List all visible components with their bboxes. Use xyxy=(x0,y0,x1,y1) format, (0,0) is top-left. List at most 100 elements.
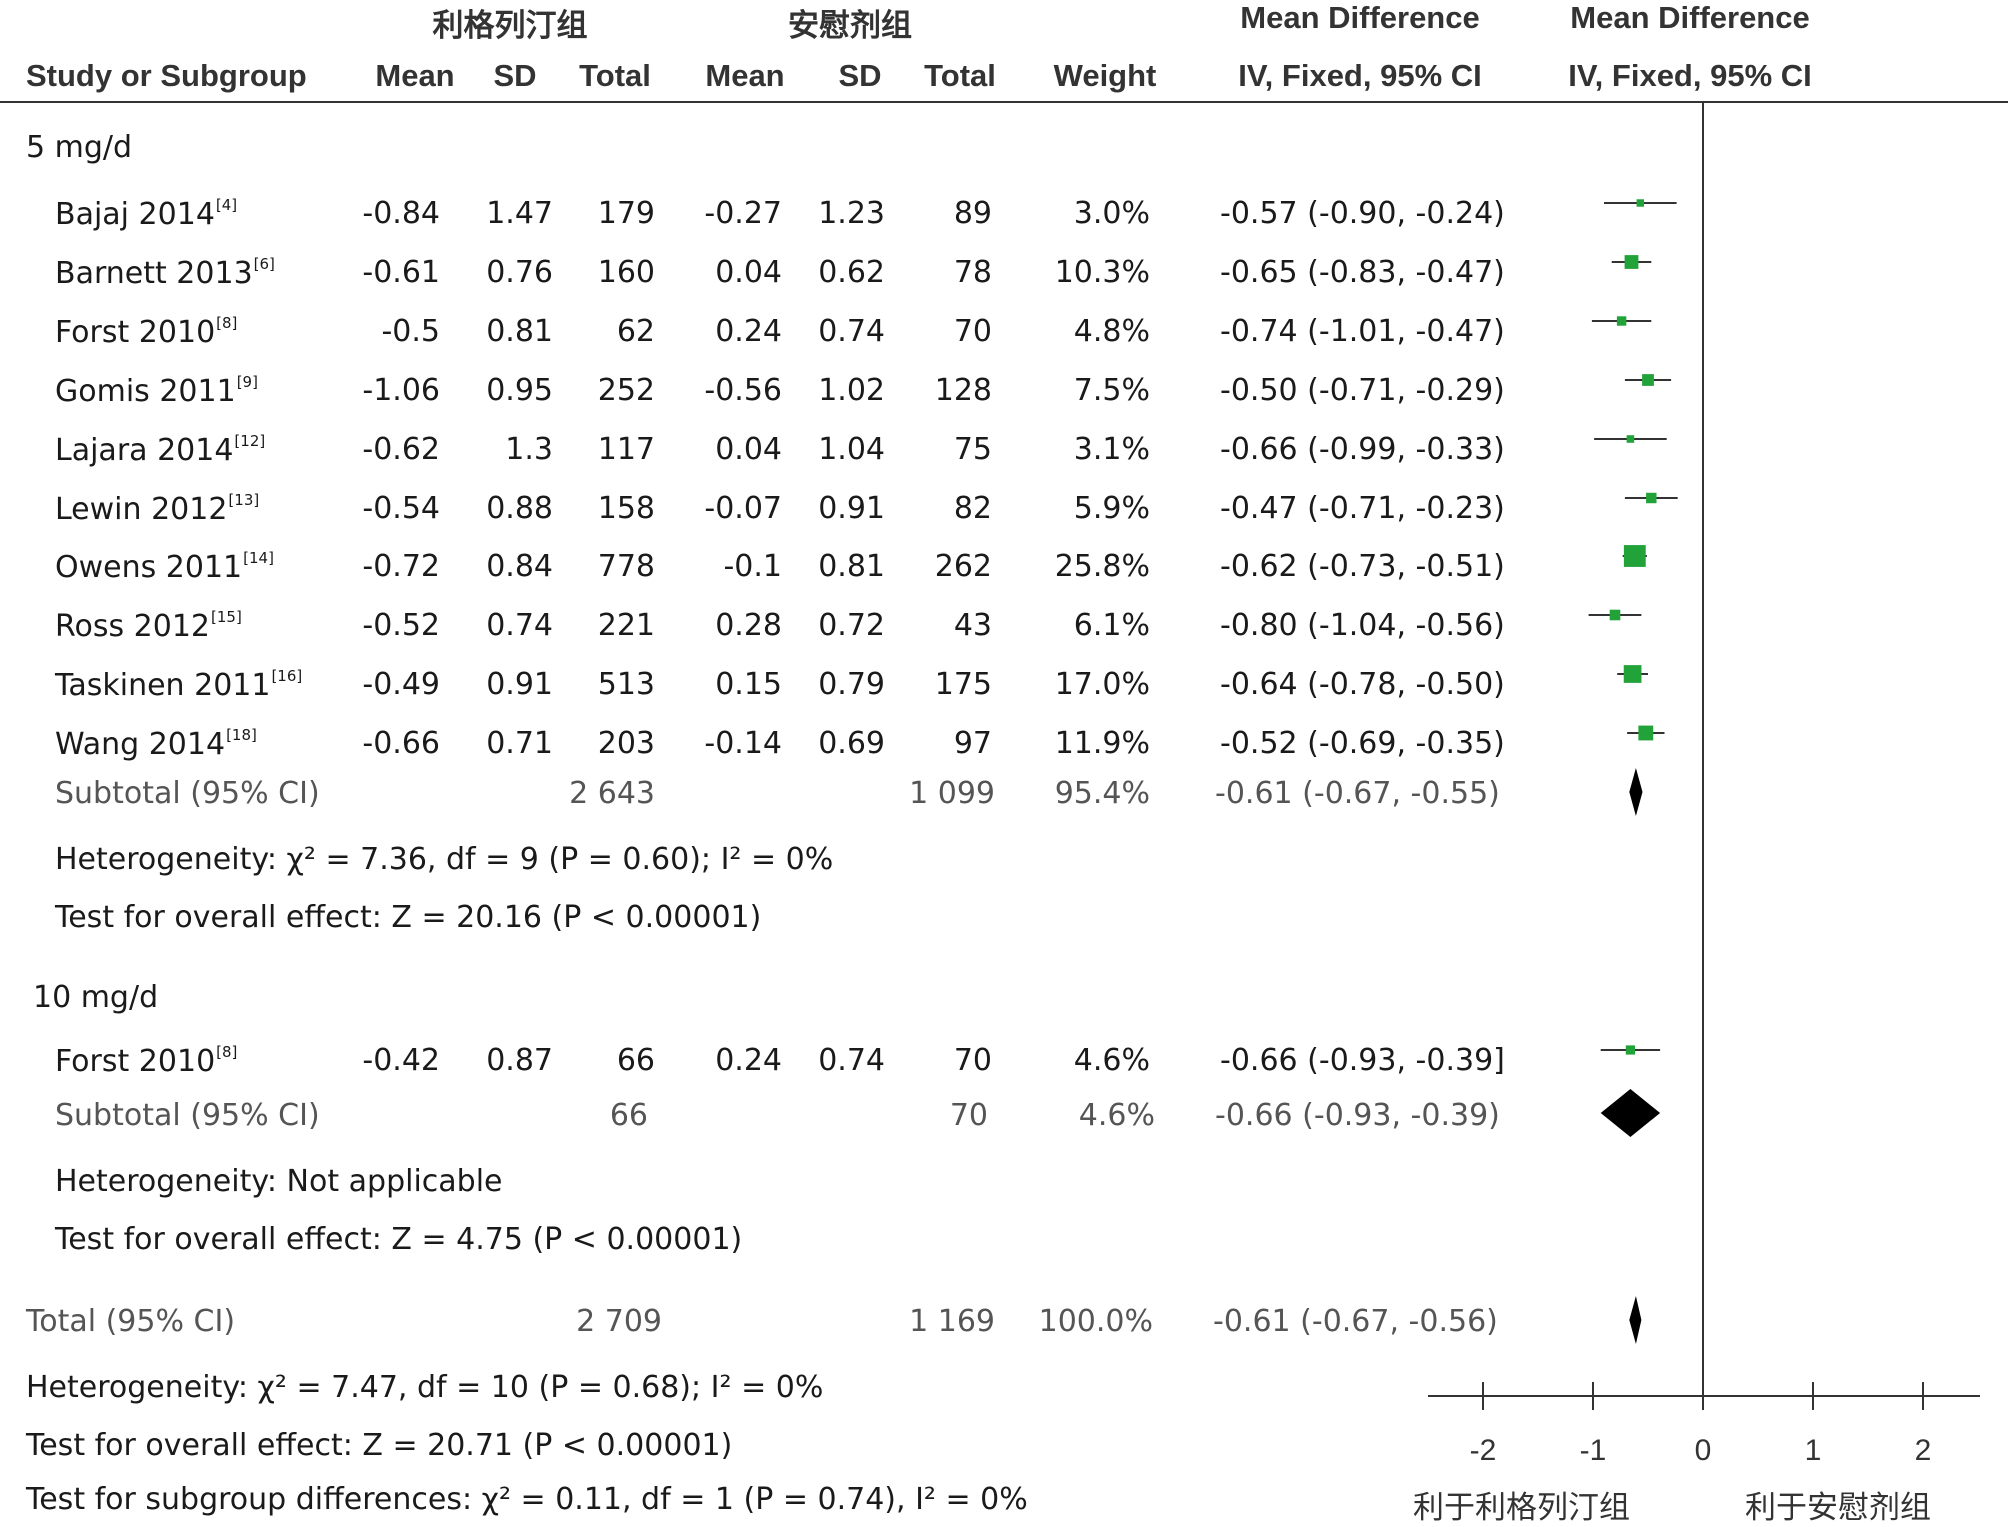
sd2-cell: 1.02 xyxy=(818,373,885,408)
study-label: Forst 2010 xyxy=(55,315,216,350)
study-marker xyxy=(1623,665,1642,683)
sd2-cell: 0.62 xyxy=(818,255,885,290)
study-label: Lajara 2014 xyxy=(55,433,234,468)
subtotal-weight: 4.6% xyxy=(1078,1098,1155,1133)
pooled-diamond xyxy=(1600,1089,1661,1137)
reference-superscript: [16] xyxy=(271,667,303,685)
sd2-cell: 0.74 xyxy=(818,1043,885,1078)
subtotal-n1: 2 643 xyxy=(569,776,655,811)
weight-cell: 25.8% xyxy=(1054,549,1150,584)
sd1-cell: 0.71 xyxy=(486,726,553,761)
ci-cell: -0.80 (-1.04, -0.56) xyxy=(1220,608,1505,643)
total1-cell: 252 xyxy=(597,373,655,408)
study-name: Gomis 2011[9] xyxy=(55,373,258,409)
pooled-diamond xyxy=(1629,1296,1642,1344)
md-header-title: Mean Difference xyxy=(1240,0,1480,35)
total-overall-effect-text: Test for overall effect: Z = 20.71 (P < … xyxy=(26,1428,733,1463)
subgroup-label: 5 mg/d xyxy=(26,130,133,165)
study-label: Forst 2010 xyxy=(55,1044,216,1079)
study-marker xyxy=(1638,725,1654,741)
mean1-cell: -0.52 xyxy=(362,608,440,643)
reference-superscript: [8] xyxy=(216,314,238,332)
mean2-cell: -0.1 xyxy=(723,549,782,584)
sd1-cell: 0.91 xyxy=(486,667,553,702)
reference-superscript: [18] xyxy=(226,726,257,744)
mean2-cell: 0.15 xyxy=(715,667,782,702)
total2-cell: 262 xyxy=(934,549,992,584)
x-tick-label: 2 xyxy=(1915,1434,1932,1467)
header-rule xyxy=(0,101,2008,103)
total-ci: -0.61 (-0.67, -0.56) xyxy=(1213,1304,1498,1339)
subtotal-n2: 70 xyxy=(949,1098,988,1133)
mean2-cell: -0.27 xyxy=(704,196,782,231)
sd2-cell: 0.74 xyxy=(818,314,885,349)
sd1-cell: 0.84 xyxy=(486,549,553,584)
sd2-cell: 0.91 xyxy=(818,491,885,526)
total1-header: Total xyxy=(579,58,651,93)
mean2-cell: 0.04 xyxy=(715,255,782,290)
weight-cell: 6.1% xyxy=(1073,608,1150,643)
sd1-cell: 1.47 xyxy=(486,196,553,231)
heterogeneity-text: Heterogeneity: Not applicable xyxy=(55,1164,503,1199)
study-name: Forst 2010[8] xyxy=(55,1043,237,1079)
total2-cell: 175 xyxy=(934,667,992,702)
x-tick-label: -1 xyxy=(1580,1434,1607,1467)
total2-cell: 97 xyxy=(953,726,992,761)
ci-cell: -0.74 (-1.01, -0.47) xyxy=(1220,314,1505,349)
mean1-cell: -0.42 xyxy=(362,1043,440,1078)
mean1-cell: -0.61 xyxy=(362,255,440,290)
total2-cell: 70 xyxy=(953,314,992,349)
subtotal-n1: 66 xyxy=(609,1098,648,1133)
weight-cell: 4.6% xyxy=(1073,1043,1150,1078)
md-header-sub: IV, Fixed, 95% CI xyxy=(1238,58,1482,93)
weight-cell: 4.8% xyxy=(1073,314,1150,349)
weight-cell: 3.1% xyxy=(1073,432,1150,467)
study-name: Forst 2010[8] xyxy=(55,314,237,350)
total1-cell: 66 xyxy=(616,1043,655,1078)
sd1-cell: 1.3 xyxy=(505,432,553,467)
plot-header-title: Mean Difference xyxy=(1570,0,1810,35)
x-tick-label: 1 xyxy=(1805,1434,1822,1467)
study-label: Wang 2014 xyxy=(55,727,226,762)
mean2-cell: 0.28 xyxy=(715,608,782,643)
sd1-cell: 0.95 xyxy=(486,373,553,408)
study-marker xyxy=(1642,374,1654,386)
total1-cell: 513 xyxy=(597,667,655,702)
ci-cell: -0.50 (-0.71, -0.29) xyxy=(1220,373,1505,408)
subtotal-label: Subtotal (95% CI) xyxy=(55,776,320,811)
study-label: Taskinen 2011 xyxy=(55,668,271,703)
weight-header: Weight xyxy=(1053,58,1157,93)
total-weight: 100.0% xyxy=(1038,1304,1153,1339)
weight-cell: 5.9% xyxy=(1073,491,1150,526)
subgroup-differences-text: Test for subgroup differences: χ² = 0.11… xyxy=(26,1482,1028,1517)
ci-cell: -0.62 (-0.73, -0.51) xyxy=(1220,549,1505,584)
pooled-diamond xyxy=(1629,768,1643,816)
study-label: Lewin 2012 xyxy=(55,492,228,527)
total-n2: 1 169 xyxy=(909,1304,995,1339)
sd2-cell: 0.81 xyxy=(818,549,885,584)
total-n1: 2 709 xyxy=(576,1304,662,1339)
study-marker xyxy=(1636,199,1645,207)
total2-cell: 43 xyxy=(953,608,992,643)
mean2-cell: 0.24 xyxy=(715,314,782,349)
weight-cell: 10.3% xyxy=(1054,255,1150,290)
mean1-cell: -0.54 xyxy=(362,491,440,526)
total1-cell: 117 xyxy=(597,432,655,467)
sd2-cell: 0.72 xyxy=(818,608,885,643)
weight-cell: 7.5% xyxy=(1073,373,1150,408)
study-label: Ross 2012 xyxy=(55,609,210,644)
study-name: Taskinen 2011[16] xyxy=(55,667,302,703)
ci-cell: -0.66 (-0.99, -0.33) xyxy=(1220,432,1505,467)
study-name: Bajaj 2014[4] xyxy=(55,196,237,232)
study-label: Gomis 2011 xyxy=(55,374,236,409)
total1-cell: 203 xyxy=(597,726,655,761)
reference-superscript: [4] xyxy=(215,196,238,214)
total2-cell: 89 xyxy=(953,196,992,231)
total2-cell: 78 xyxy=(953,255,992,290)
x-tick-label: 0 xyxy=(1695,1434,1712,1467)
mean2-cell: 0.24 xyxy=(715,1043,782,1078)
subtotal-ci: -0.66 (-0.93, -0.39) xyxy=(1215,1098,1500,1133)
sd2-cell: 1.04 xyxy=(818,432,885,467)
study-label: Owens 2011 xyxy=(55,550,243,585)
weight-cell: 17.0% xyxy=(1054,667,1150,702)
